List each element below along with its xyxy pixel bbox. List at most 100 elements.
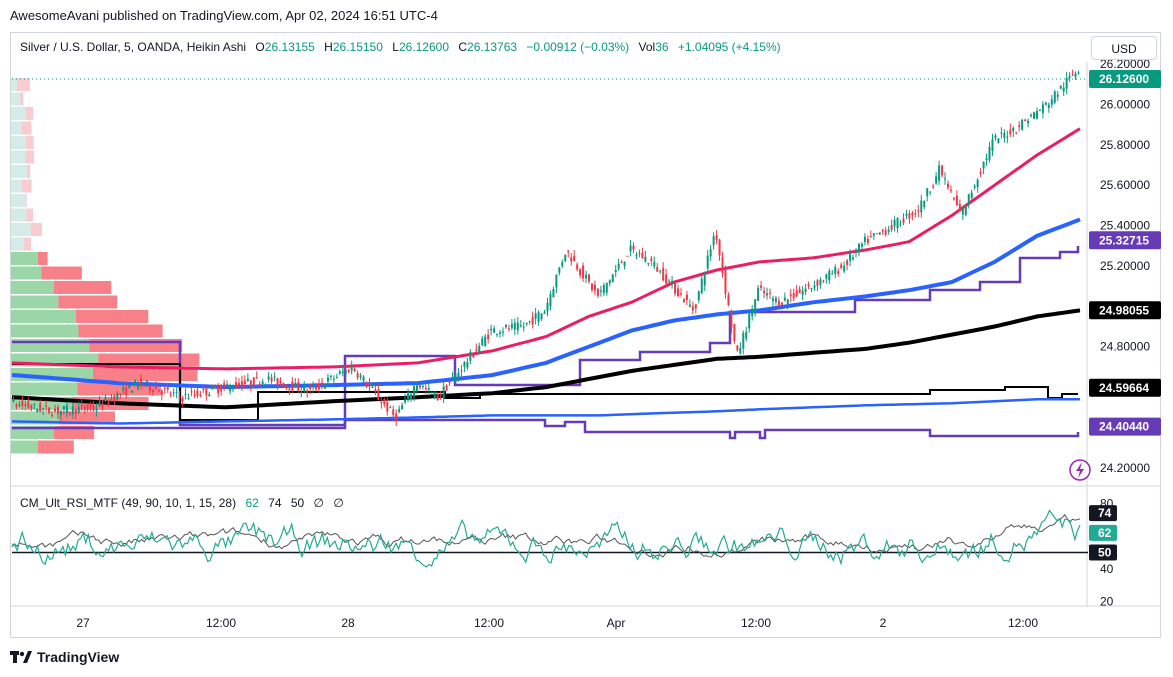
candle-body bbox=[487, 334, 490, 340]
candle-body bbox=[113, 396, 116, 402]
candle-body bbox=[359, 375, 362, 378]
candle-body bbox=[819, 279, 822, 285]
candle-body bbox=[490, 328, 493, 331]
candle-body bbox=[318, 383, 321, 390]
candle-body bbox=[831, 273, 834, 275]
volume-bar-down bbox=[26, 208, 34, 222]
candle-body bbox=[436, 393, 439, 401]
rsi-signal-line bbox=[11, 513, 1081, 558]
candle-body bbox=[190, 391, 193, 393]
candle-body bbox=[83, 405, 86, 410]
candle-body bbox=[620, 262, 623, 264]
candle-body bbox=[383, 399, 386, 405]
candle-body bbox=[905, 213, 908, 216]
volume-bar-down bbox=[17, 78, 30, 91]
candle-body bbox=[1012, 127, 1015, 132]
candle-body bbox=[679, 293, 682, 295]
candle-body bbox=[522, 326, 525, 328]
candle-body bbox=[68, 412, 71, 414]
volume-bar-up bbox=[11, 252, 38, 265]
candle-body bbox=[380, 401, 383, 404]
candle-body bbox=[119, 393, 122, 395]
volume-bar-down bbox=[25, 194, 27, 207]
candle-body bbox=[944, 178, 947, 180]
price-tag-box bbox=[1089, 378, 1161, 397]
candle-body bbox=[878, 232, 881, 235]
candle-body bbox=[967, 194, 970, 204]
candle-body bbox=[840, 264, 843, 269]
candle-body bbox=[537, 312, 540, 322]
candle-body bbox=[1053, 91, 1056, 103]
rsi-value-5: ∅ bbox=[333, 496, 344, 510]
candle-body bbox=[362, 376, 365, 381]
candle-body bbox=[958, 203, 961, 212]
candle-body bbox=[929, 191, 932, 193]
candle-body bbox=[442, 386, 445, 399]
candle-body bbox=[875, 233, 878, 235]
candle-body bbox=[496, 333, 499, 335]
candle-body bbox=[1033, 112, 1036, 119]
candle-body bbox=[573, 255, 576, 262]
volume-bar-up bbox=[11, 107, 26, 120]
candle-body bbox=[973, 185, 976, 188]
candle-body bbox=[110, 398, 113, 400]
candle-body bbox=[730, 312, 733, 328]
volume-bar-down bbox=[37, 252, 48, 265]
volume-bar-up bbox=[11, 440, 38, 454]
low-label: L bbox=[392, 40, 399, 54]
candle-body bbox=[140, 378, 143, 385]
volume-bar-up bbox=[11, 165, 27, 178]
candle-body bbox=[941, 165, 944, 176]
candle-body bbox=[39, 403, 42, 412]
candle-body bbox=[748, 313, 751, 329]
volume-bar-up bbox=[11, 310, 76, 323]
rsi-title[interactable]: CM_Ult_RSI_MTF (49, 90, 10, 1, 15, 28) bbox=[20, 496, 237, 510]
candle-body bbox=[392, 409, 395, 416]
candle-body bbox=[653, 261, 656, 267]
candle-body bbox=[593, 284, 596, 291]
candle-body bbox=[602, 284, 605, 293]
candle-body bbox=[721, 257, 724, 274]
candle-body bbox=[223, 383, 226, 387]
candle-body bbox=[1056, 94, 1059, 97]
candle-body bbox=[857, 243, 860, 252]
candle-body bbox=[605, 282, 608, 293]
candle-body bbox=[51, 414, 54, 417]
candle-body bbox=[623, 261, 626, 267]
candle-body bbox=[807, 284, 810, 286]
candle-body bbox=[608, 280, 611, 284]
symbol-title[interactable]: Silver / U.S. Dollar, 5, OANDA, Heikin A… bbox=[20, 40, 247, 54]
candle-body bbox=[742, 333, 745, 349]
candle-body bbox=[599, 290, 602, 292]
candle-body bbox=[246, 378, 249, 381]
candle-body bbox=[1047, 104, 1050, 108]
tradingview-logo[interactable]: TradingView bbox=[10, 649, 119, 665]
candle-body bbox=[288, 388, 291, 390]
candle-body bbox=[685, 294, 688, 300]
candle-body bbox=[1035, 110, 1038, 119]
candle-body bbox=[232, 388, 235, 390]
volume-bar-down bbox=[75, 310, 149, 323]
tradingview-icon bbox=[10, 651, 32, 663]
candle-body bbox=[332, 378, 335, 380]
candle-body bbox=[650, 258, 653, 261]
volume-bar-down bbox=[23, 237, 32, 251]
candle-body bbox=[457, 372, 460, 378]
candle-body bbox=[427, 387, 430, 390]
candle-body bbox=[478, 345, 481, 354]
candle-body bbox=[475, 349, 478, 351]
volume-bar-up bbox=[11, 382, 78, 396]
rsi-tag-label: 62 bbox=[1098, 526, 1112, 540]
currency-button[interactable]: USD bbox=[1091, 36, 1157, 60]
candle-body bbox=[534, 313, 537, 319]
candle-body bbox=[1015, 132, 1018, 134]
candle-body bbox=[89, 404, 92, 408]
candle-body bbox=[665, 274, 668, 284]
rsi-tag-label: 74 bbox=[1098, 506, 1112, 520]
lightning-icon[interactable] bbox=[1069, 459, 1091, 481]
volume-bar-down bbox=[53, 281, 112, 294]
candle-body bbox=[205, 388, 208, 396]
candle-body bbox=[626, 255, 629, 257]
candle-body bbox=[329, 375, 332, 378]
